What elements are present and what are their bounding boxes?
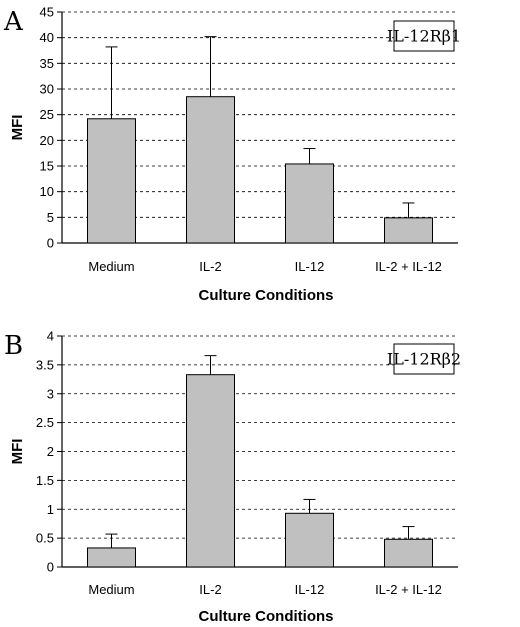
legend-label: IL-12Rβ1 [387, 27, 461, 46]
y-tick-label: 2.5 [36, 415, 54, 430]
x-category-label: IL-2 + IL-12 [375, 259, 442, 274]
legend-label: IL-12Rβ2 [387, 350, 461, 369]
x-axis-label: Culture Conditions [199, 287, 334, 304]
y-tick-label: 1 [47, 502, 54, 517]
x-category-label: IL-2 [199, 582, 221, 597]
y-axis-label: MFI [9, 115, 26, 141]
y-tick-label: 0.5 [36, 531, 54, 546]
y-tick-label: 25 [40, 107, 54, 122]
bar-il-12 [285, 512, 334, 568]
legend-box [393, 20, 455, 52]
x-category-label: IL-12 [295, 259, 325, 274]
y-tick-label: 15 [40, 159, 54, 174]
y-tick-label: 3.5 [36, 357, 54, 372]
x-category-label: IL-2 [199, 259, 221, 274]
y-tick-label: 10 [40, 184, 54, 199]
y-tick-label: 2 [47, 444, 54, 459]
bar-il-2 [186, 96, 235, 244]
bar-medium [87, 547, 136, 568]
chart-panel-a: A 0 5 10 15 20 25 30 35 40 45 MFI Medium IL-2 IL-12 IL-… [3, 5, 461, 305]
y-tick-label: 3 [47, 386, 54, 401]
y-tick-label: 40 [40, 30, 54, 45]
y-tick-label: 5 [47, 210, 54, 225]
chart-panel-b: B 0 0.5 1 1.5 2 2.5 3 3.5 4 MFI Medium IL-2 IL-12 IL-2… [4, 329, 461, 626]
panel-letter: A [3, 7, 24, 37]
panel-letter: B [4, 331, 23, 361]
y-tick-label: 30 [40, 82, 54, 97]
y-axis-label: MFI [9, 439, 26, 465]
y-tick-label: 35 [40, 56, 54, 71]
bar-il-2-il-12 [384, 217, 433, 244]
y-tick-label: 4 [47, 329, 54, 344]
x-category-label: Medium [88, 259, 134, 274]
legend-box [393, 343, 455, 375]
y-tick-label: 20 [40, 133, 54, 148]
x-axis-label: Culture Conditions [199, 608, 334, 625]
bar-il-2 [186, 374, 235, 568]
x-category-label: IL-2 + IL-12 [375, 582, 442, 597]
y-tick-label: 0 [47, 560, 54, 575]
bar-medium [87, 118, 136, 244]
y-tick-label: 0 [47, 236, 54, 251]
bar-il-12 [285, 163, 334, 244]
bar-il-2-il-12 [384, 538, 433, 568]
y-tick-label: 1.5 [36, 473, 54, 488]
x-category-label: IL-12 [295, 582, 325, 597]
y-tick-label: 45 [40, 5, 54, 20]
x-category-label: Medium [88, 582, 134, 597]
